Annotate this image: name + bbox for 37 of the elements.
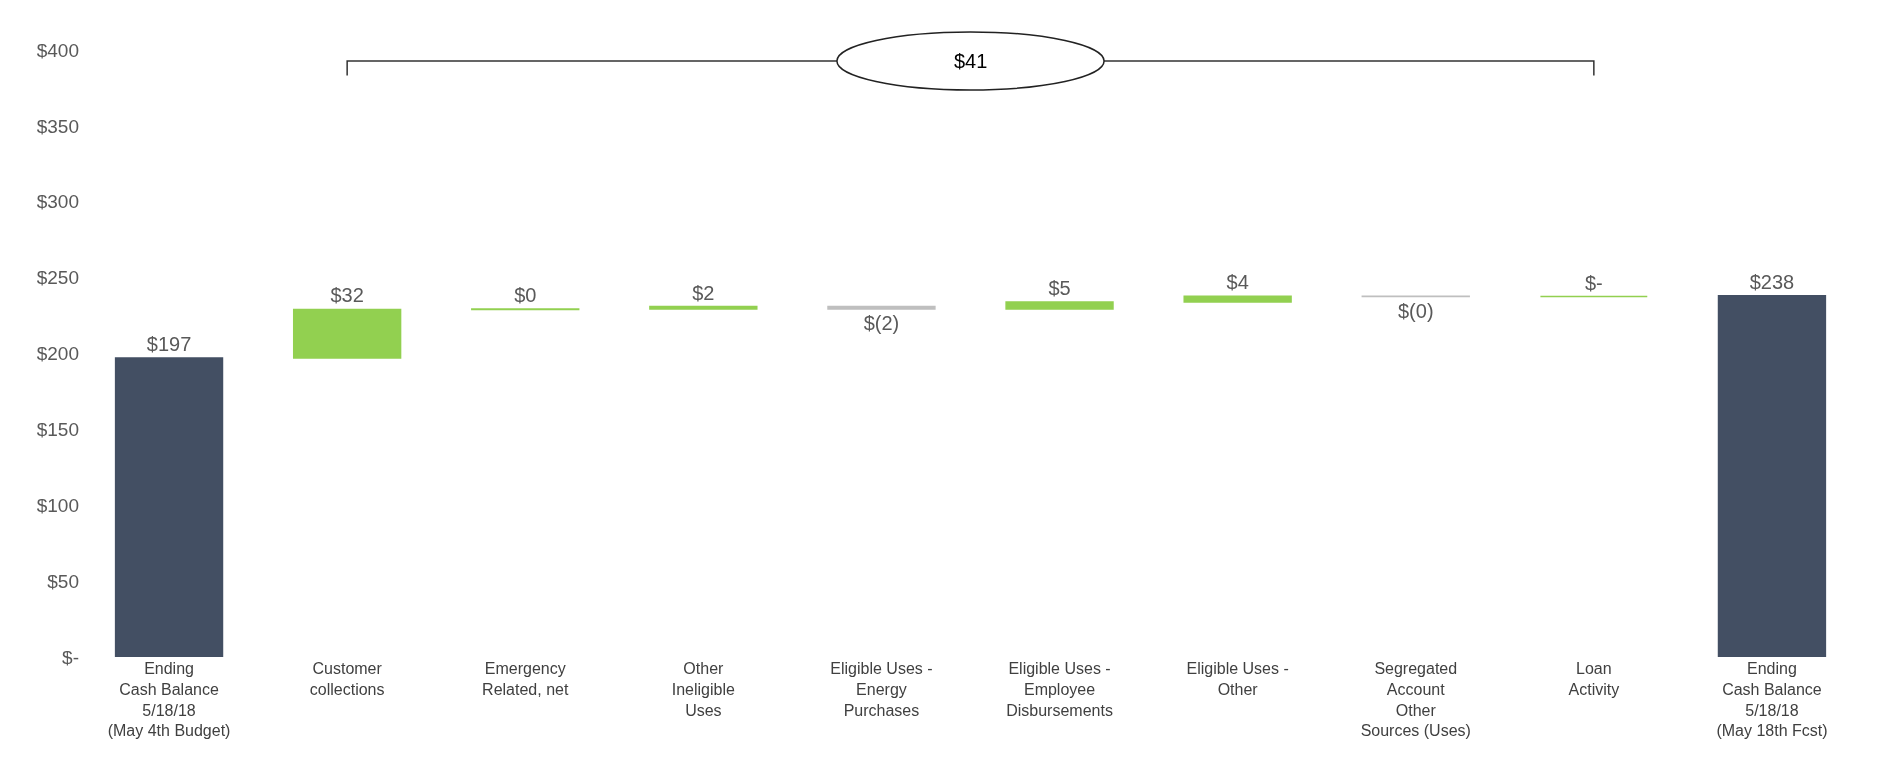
- annotation: $41: [954, 50, 988, 72]
- data-label: $32: [330, 284, 364, 307]
- x-tick-label: Ending Cash Balance 5/18/18 (May 18th Fcst): [1716, 660, 1828, 740]
- x-tick-label: Segregated Account Other Sources (Uses): [1360, 660, 1471, 740]
- bar: [1717, 295, 1827, 657]
- data-label: $-: [1584, 271, 1603, 294]
- bar: [1183, 295, 1292, 303]
- data-label: $5: [1048, 276, 1071, 299]
- x-tick-label: Other Ineligible Uses: [671, 660, 736, 719]
- y-tick-label: $100: [36, 494, 79, 516]
- x-tick-label: Eligible Uses - Energy Purchases: [830, 660, 933, 719]
- x-tick-label: Loan Activity: [1568, 660, 1620, 698]
- data-label: $0: [514, 283, 537, 306]
- data-label: $2: [692, 281, 715, 304]
- y-tick-label: $400: [36, 39, 79, 61]
- bar: [827, 305, 936, 310]
- bar: [292, 308, 402, 359]
- x-tick-label: Eligible Uses - Employee Disbursements: [1006, 660, 1113, 719]
- y-tick-label: $50: [47, 570, 79, 592]
- y-tick-label: $300: [36, 191, 79, 213]
- data-label: $(0): [1397, 299, 1434, 322]
- y-tick-label: $-: [62, 646, 79, 668]
- data-label: $4: [1226, 271, 1249, 294]
- y-tick-label: $200: [36, 343, 79, 365]
- data-label: $(2): [863, 311, 900, 334]
- x-tick-label: Customer collections: [309, 660, 385, 698]
- y-tick-label: $250: [36, 267, 79, 289]
- y-tick-label: $150: [36, 419, 79, 441]
- x-tick-label: Emergency Related, net: [482, 660, 569, 698]
- x-tick-label: Ending Cash Balance 5/18/18 (May 4th Budget): [107, 660, 231, 740]
- bar: [649, 305, 758, 310]
- data-label: $238: [1749, 270, 1795, 293]
- y-tick-label: $350: [36, 115, 79, 137]
- x-tick-label: Eligible Uses - Other: [1186, 660, 1289, 698]
- data-label: $197: [146, 333, 192, 356]
- bar: [1005, 301, 1114, 310]
- bar: [114, 357, 224, 657]
